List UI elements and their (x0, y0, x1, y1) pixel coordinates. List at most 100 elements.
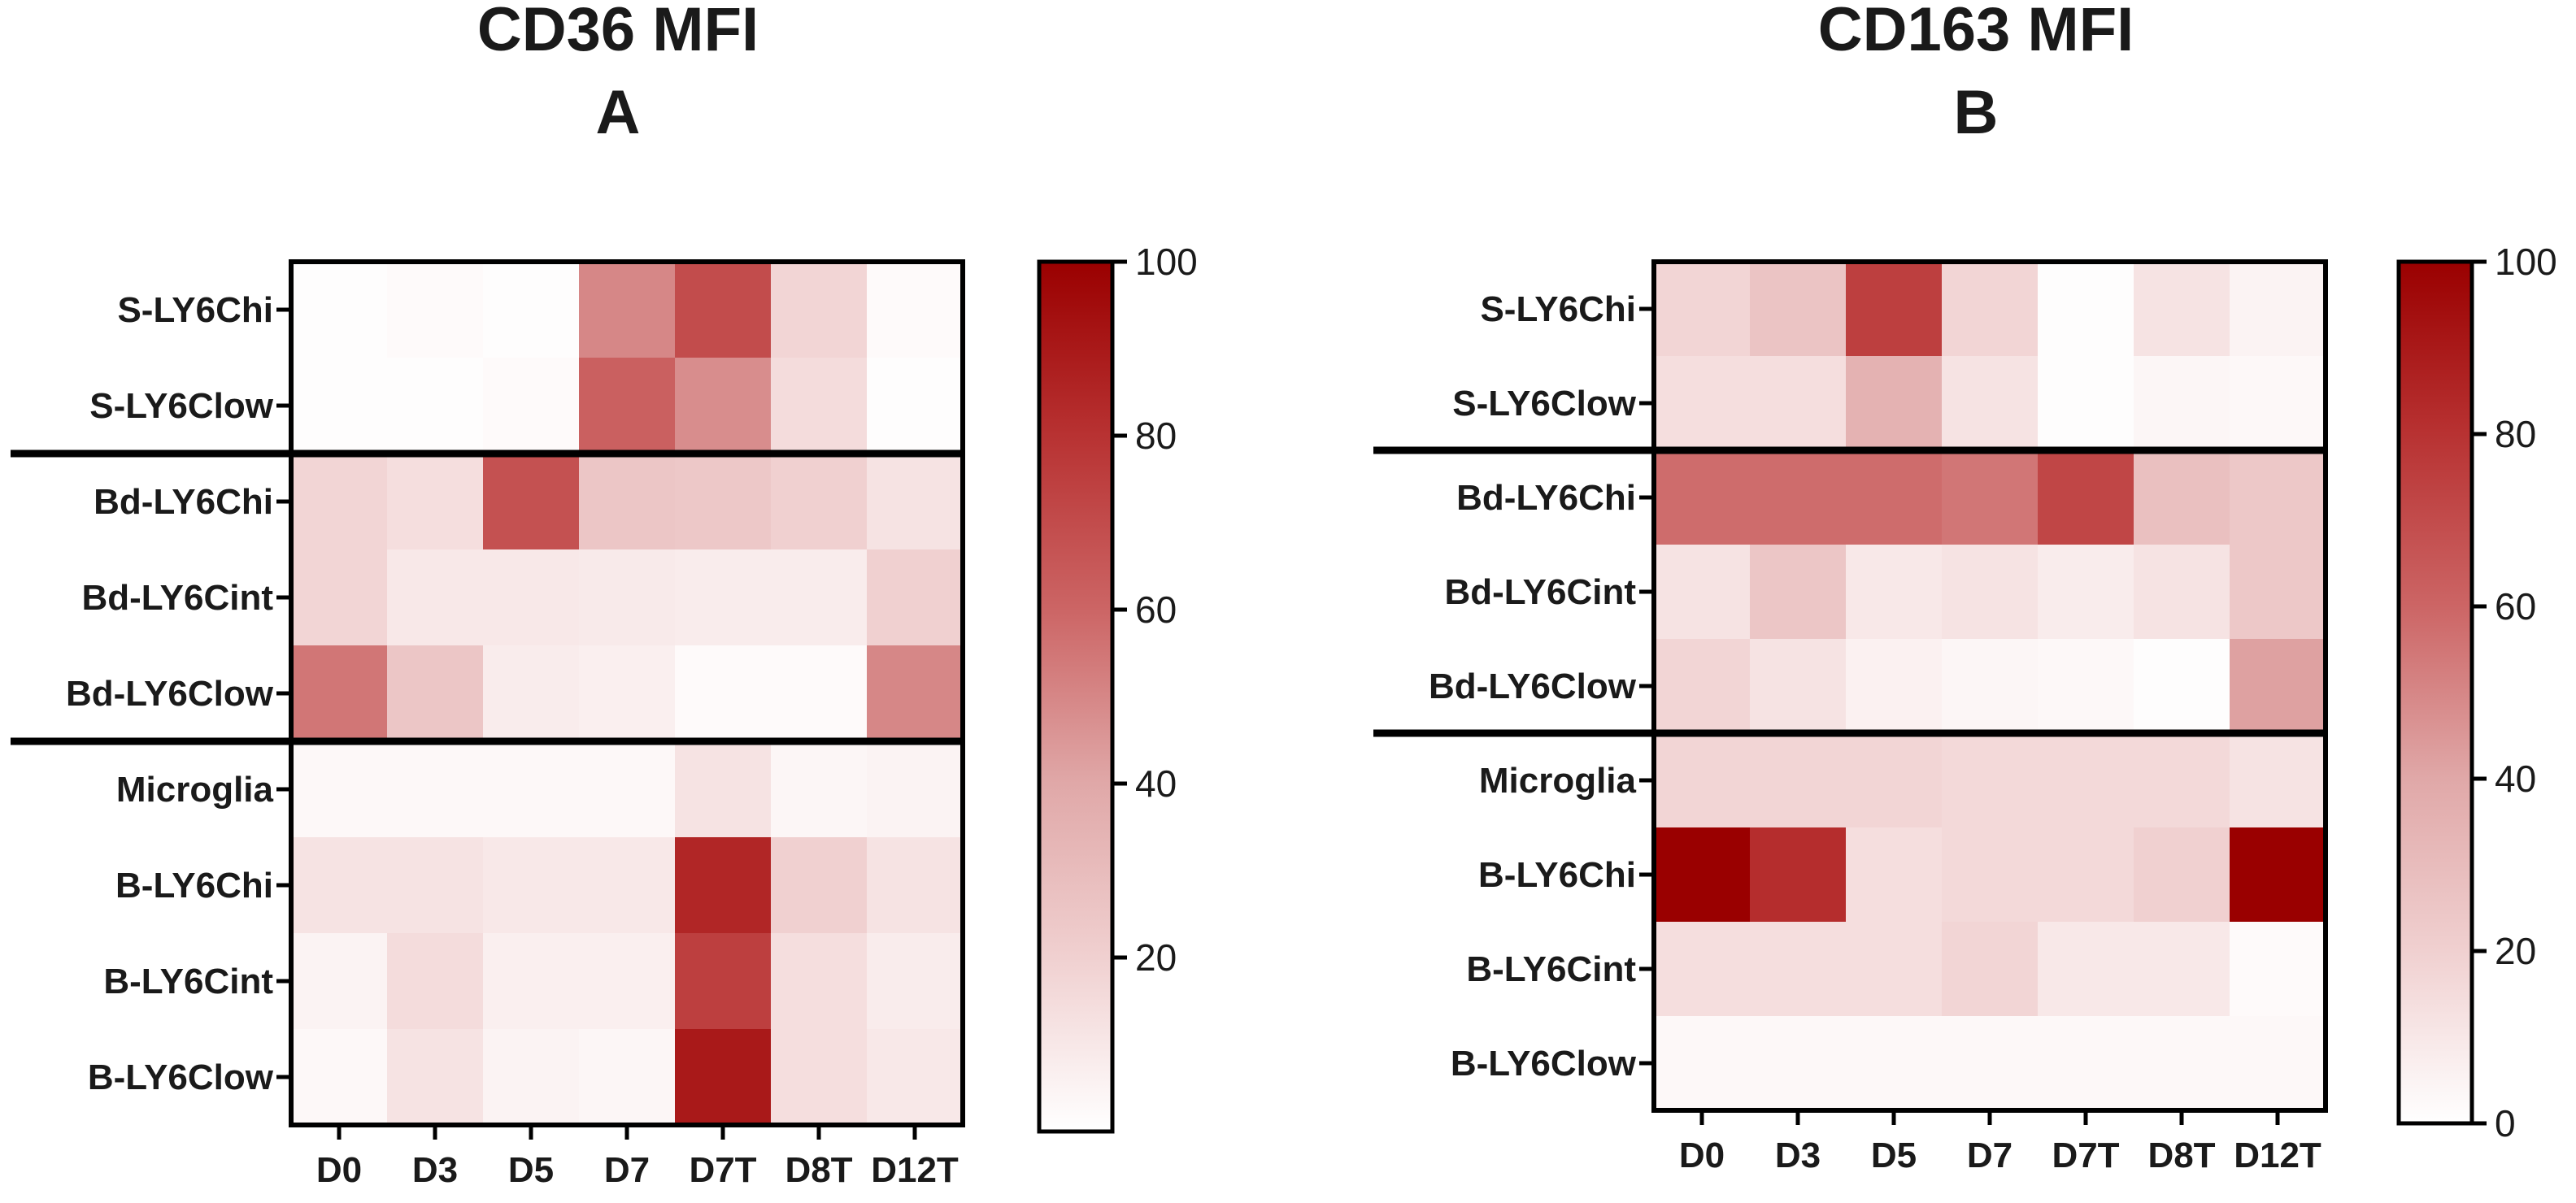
heatmap-cell (2038, 639, 2134, 734)
heatmap-cell (291, 454, 388, 550)
heatmap-cell (1942, 922, 2039, 1017)
heatmap-cell (1942, 1016, 2039, 1111)
heatmap-cell (579, 741, 676, 838)
heatmap-cell (771, 454, 868, 550)
heatmap-cell (1846, 639, 1943, 734)
heatmap-cell (1750, 450, 1847, 545)
column-label: D8T (2147, 1136, 2215, 1175)
heatmap-cell (675, 454, 772, 550)
colorbar-tick-label: 60 (1135, 588, 1177, 631)
row-label: S-LY6Clow (1452, 384, 1637, 423)
heatmap-cell (291, 549, 388, 646)
colorbar-tick-label: 60 (2495, 585, 2536, 628)
row-label: B-LY6Chi (115, 866, 273, 906)
heatmap-cell (1750, 733, 1847, 828)
heatmap-cell (1942, 733, 2039, 828)
heatmap-cell (483, 837, 580, 934)
heatmap-cell (291, 1029, 388, 1126)
row-label: Bd-LY6Cint (1445, 572, 1637, 612)
heatmap-cell (1654, 733, 1751, 828)
heatmap-cell (2038, 1016, 2134, 1111)
heatmap-cell (483, 1029, 580, 1126)
heatmap-cell (2134, 1016, 2230, 1111)
row-label: Bd-LY6Clow (66, 674, 274, 714)
column-label: D5 (508, 1150, 554, 1190)
heatmap-cell (387, 549, 484, 646)
heatmap-cell (867, 549, 964, 646)
heatmap-cell (2230, 639, 2326, 734)
heatmap-cell (2038, 262, 2134, 357)
heatmap-cell (2038, 356, 2134, 451)
heatmap-cell (387, 837, 484, 934)
heatmap-cell (579, 358, 676, 454)
heatmap-cell (291, 741, 388, 838)
heatmap-cell (1750, 639, 1847, 734)
heatmap-cell (2134, 733, 2230, 828)
heatmap-cell (1654, 450, 1751, 545)
heatmap-cell (291, 837, 388, 934)
row-label: B-LY6Clow (1451, 1044, 1637, 1084)
panel-letter: A (596, 78, 641, 147)
heatmap-cell (483, 645, 580, 742)
heatmap-cell (1654, 922, 1751, 1017)
heatmap-cell (579, 262, 676, 358)
column-label: D7 (604, 1150, 650, 1190)
heatmap-cell (387, 454, 484, 550)
row-label: Bd-LY6Chi (1456, 478, 1636, 518)
heatmap-cell (579, 454, 676, 550)
heatmap-cell (1750, 545, 1847, 640)
heatmap-cell (771, 549, 868, 646)
heatmap-cell (1942, 450, 2039, 545)
heatmap-cell (2134, 639, 2230, 734)
row-label: Microglia (116, 770, 274, 810)
heatmap-cell (2230, 1016, 2326, 1111)
heatmap-cell (771, 358, 868, 454)
colorbar-tick-label: 0 (2495, 1102, 2516, 1144)
heatmap-cell (1750, 262, 1847, 357)
heatmap-cell (675, 549, 772, 646)
heatmap-cell (387, 262, 484, 358)
row-label: Bd-LY6Chi (94, 482, 273, 522)
heatmap-cell (483, 454, 580, 550)
heatmap-cell (675, 358, 772, 454)
heatmap-cell (1846, 545, 1943, 640)
row-label: B-LY6Clow (88, 1058, 274, 1097)
heatmap-cell (2038, 922, 2134, 1017)
heatmap-cell (387, 645, 484, 742)
heatmap-cell (771, 1029, 868, 1126)
heatmap-cell (867, 454, 964, 550)
heatmap-cell (867, 358, 964, 454)
heatmap-cell (483, 262, 580, 358)
heatmap-cell (1846, 1016, 1943, 1111)
row-label: S-LY6Chi (117, 290, 273, 330)
heatmap-cell (2134, 922, 2230, 1017)
row-label: Bd-LY6Clow (1429, 667, 1637, 706)
colorbar-tick-label: 40 (2495, 758, 2536, 800)
row-label: B-LY6Chi (1478, 855, 1636, 895)
heatmap-cell (2134, 827, 2230, 923)
heatmap-cell (1942, 545, 2039, 640)
heatmap-cell (675, 1029, 772, 1126)
colorbar-tick-label: 100 (2495, 241, 2557, 283)
panel-letter: B (1954, 78, 1999, 147)
colorbar-tick-label: 80 (2495, 413, 2536, 455)
cd36-heatmap-panel: CD36 MFI A S-LY6Chi S-LY6Clow Bd-LY6Chi Bd-LY… (11, 0, 1198, 1190)
heatmap-cell (1942, 639, 2039, 734)
heatmap-cell (291, 933, 388, 1030)
heatmap-cell (291, 645, 388, 742)
heatmap-cell (2134, 356, 2230, 451)
heatmap-cell (483, 358, 580, 454)
row-label: Bd-LY6Cint (82, 578, 274, 618)
colorbar-tick-label: 80 (1135, 415, 1177, 457)
heatmap-cell (291, 358, 388, 454)
column-label: D7T (689, 1150, 756, 1190)
heatmap-cell (2134, 450, 2230, 545)
column-label: D12T (2234, 1136, 2321, 1175)
heatmap-cell (1750, 356, 1847, 451)
heatmap-cell (1846, 450, 1943, 545)
heatmap-cell (1654, 356, 1751, 451)
heatmap-cell (867, 645, 964, 742)
row-label: S-LY6Chi (1480, 289, 1636, 329)
column-label: D7 (1967, 1136, 2012, 1175)
